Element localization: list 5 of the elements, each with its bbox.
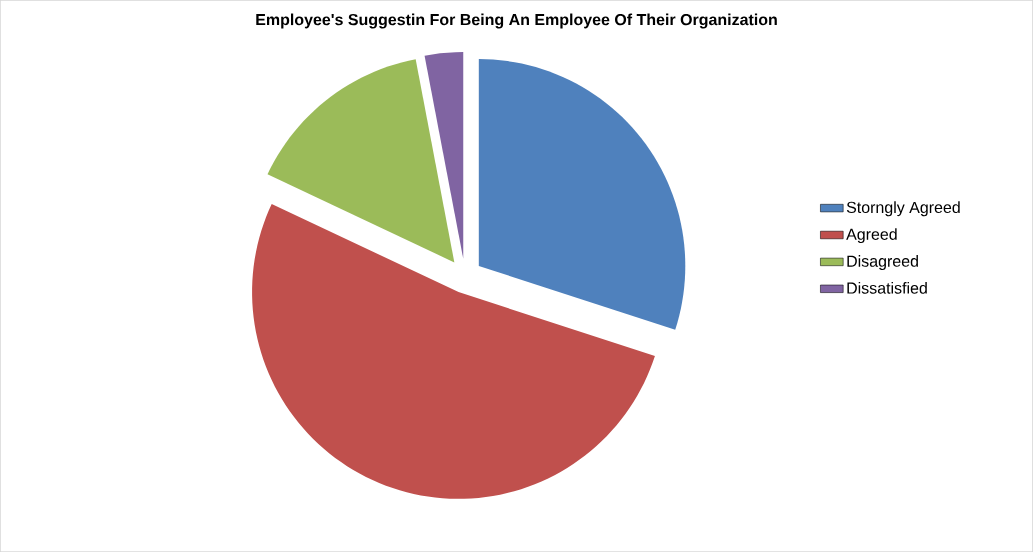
legend-label: Storngly Agreed xyxy=(846,201,960,217)
legend-label: Dissatisfied xyxy=(847,281,927,294)
chart-title: Employee's Suggestin For Being An Employee Of Their Organization xyxy=(256,13,777,29)
legend-label: Agreed xyxy=(846,228,897,244)
legend-label: Disagreed xyxy=(847,255,918,270)
